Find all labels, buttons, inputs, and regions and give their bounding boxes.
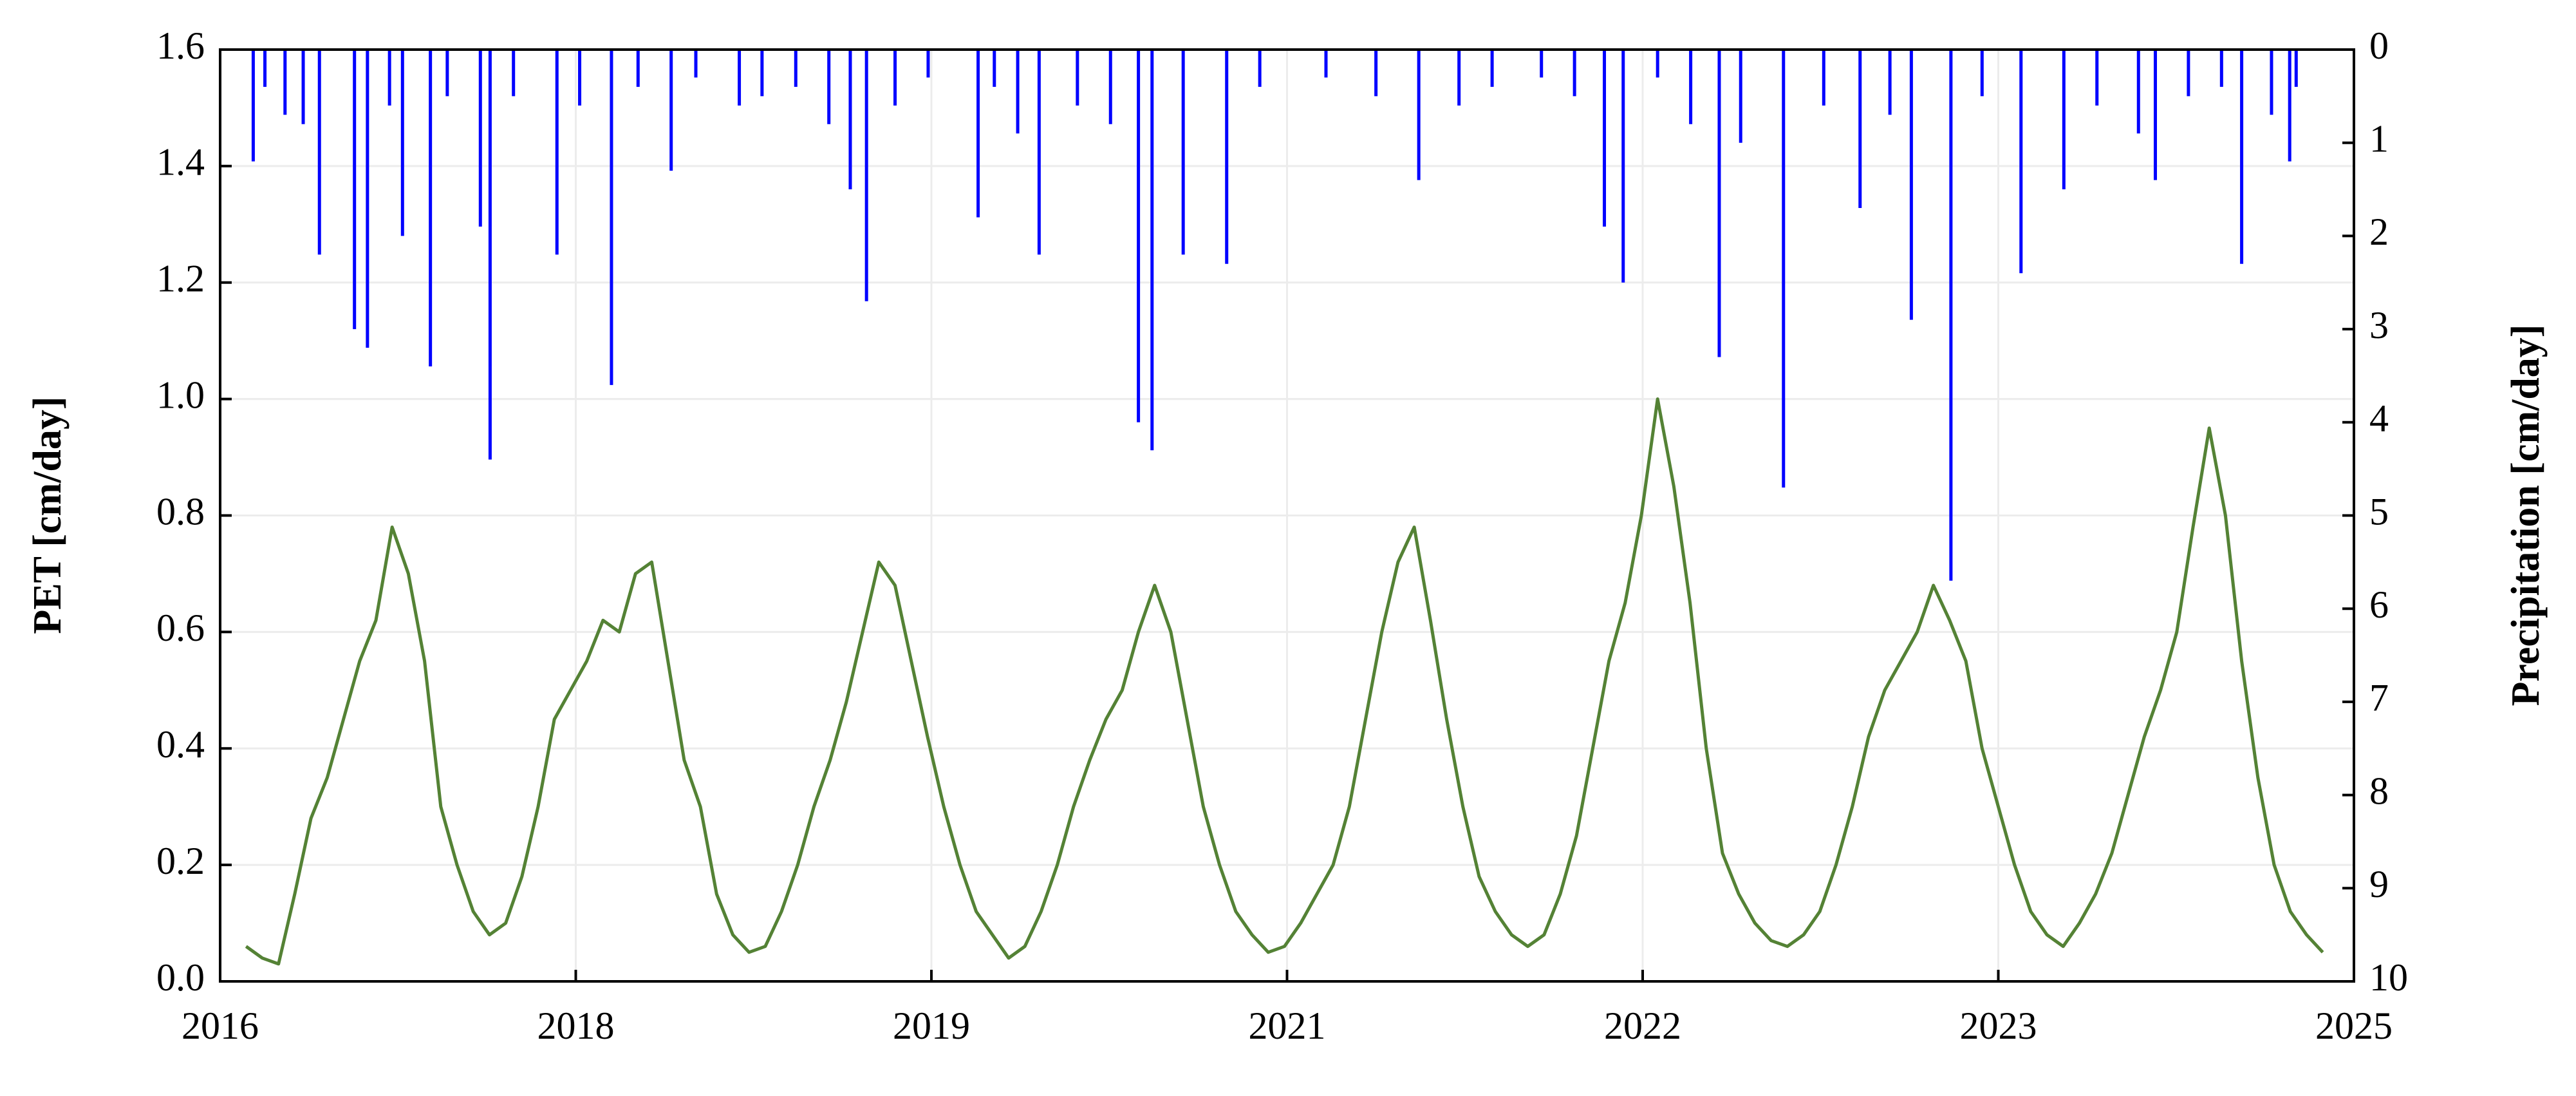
y2-tick-label: 9 xyxy=(2369,863,2389,905)
y-tick-label: 1.4 xyxy=(156,141,205,184)
x-tick-label: 2025 xyxy=(2315,1005,2393,1047)
x-tick-label: 2022 xyxy=(1604,1005,1681,1047)
y2-tick-label: 5 xyxy=(2369,490,2389,533)
y-tick-label: 0.0 xyxy=(156,956,205,999)
y2-tick-label: 1 xyxy=(2369,117,2389,160)
y-tick-label: 0.4 xyxy=(156,723,205,766)
y-tick-label: 1.6 xyxy=(156,24,205,67)
x-tick-label: 2021 xyxy=(1249,1005,1326,1047)
y-tick-label: 0.6 xyxy=(156,607,205,649)
x-tick-label: 2023 xyxy=(1960,1005,2037,1047)
y2-tick-label: 3 xyxy=(2369,304,2389,346)
x-tick-label: 2019 xyxy=(893,1005,970,1047)
y2-tick-label: 4 xyxy=(2369,397,2389,440)
y2-tick-label: 0 xyxy=(2369,24,2389,67)
y-tick-label: 1.2 xyxy=(156,258,205,300)
y-tick-label: 0.2 xyxy=(156,840,205,882)
y-axis-label: PET [cm/day] xyxy=(26,396,70,634)
pet-line xyxy=(245,397,2324,966)
y2-tick-label: 2 xyxy=(2369,211,2389,253)
y-tick-label: 1.0 xyxy=(156,373,205,416)
y2-axis-label: Precipitation [cm/day] xyxy=(2504,325,2548,706)
y2-tick-label: 7 xyxy=(2369,677,2389,719)
y-tick-label: 0.8 xyxy=(156,490,205,533)
y2-tick-label: 10 xyxy=(2369,956,2408,999)
y2-tick-label: 6 xyxy=(2369,583,2389,626)
y2-tick-label: 8 xyxy=(2369,770,2389,812)
x-tick-label: 2018 xyxy=(537,1005,615,1047)
x-tick-label: 2016 xyxy=(182,1005,259,1047)
